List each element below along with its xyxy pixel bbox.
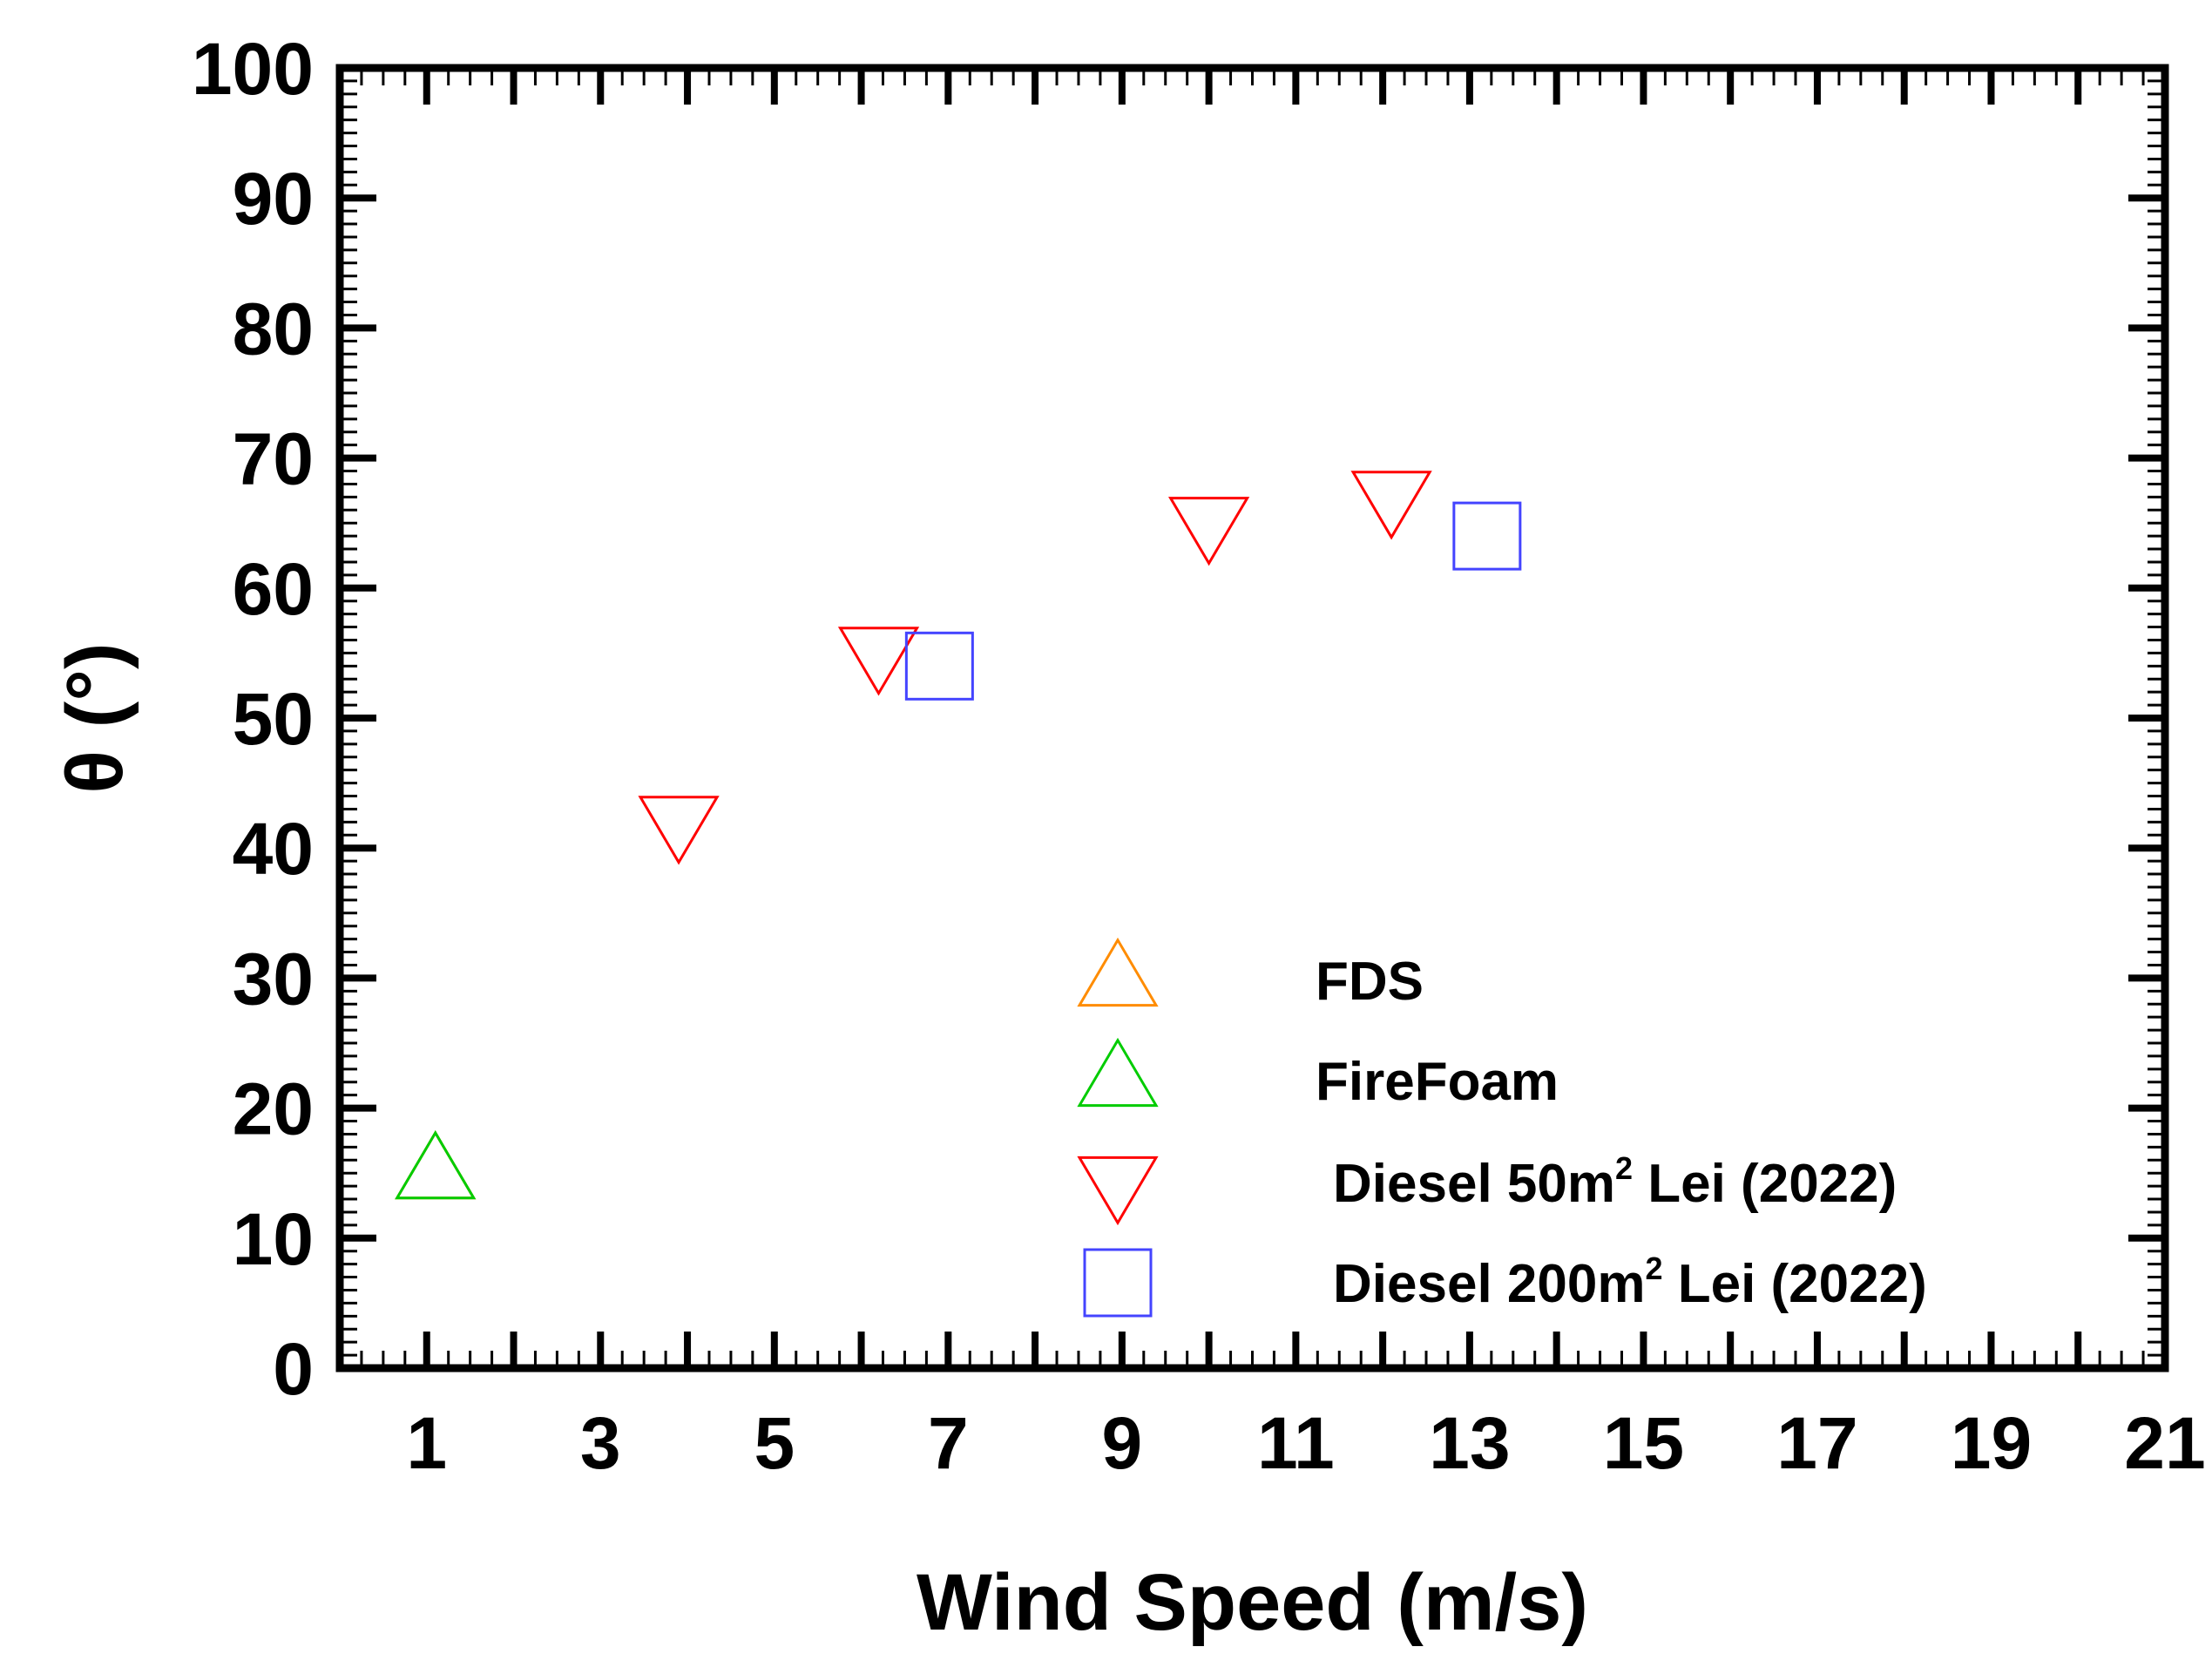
data-point-series-2: [837, 627, 920, 696]
legend-marker-0: [1077, 937, 1159, 1007]
data-point-series-0: [395, 1130, 477, 1200]
legend-label-0: FDS: [1316, 952, 1424, 1012]
x-tick-label: 21: [2124, 1402, 2205, 1484]
data-point-series-2: [638, 796, 720, 865]
legend-label-3: Diesel 200m2 Lei (2022): [1333, 1250, 1927, 1314]
y-tick-label: 10: [233, 1198, 314, 1280]
y-tick-label: 80: [233, 288, 314, 369]
legend-label-1: FireFoam: [1316, 1052, 1559, 1112]
plot-frame: [335, 64, 2169, 1372]
y-tick-label: 0: [273, 1328, 314, 1410]
data-point-series-3: [1452, 501, 1522, 571]
y-tick-label: 30: [233, 938, 314, 1020]
x-tick-label: 9: [1101, 1402, 1142, 1484]
y-tick-label: 20: [233, 1068, 314, 1150]
legend-label-2: Diesel 50m2 Lei (2022): [1333, 1150, 1897, 1214]
x-tick-label: 11: [1257, 1402, 1335, 1484]
data-point-series-3: [904, 631, 974, 701]
x-tick-label: 15: [1603, 1402, 1684, 1484]
y-tick-label: 50: [233, 678, 314, 760]
y-tick-label: 90: [233, 158, 314, 240]
data-markers: [395, 471, 1522, 1200]
x-tick-label: 17: [1776, 1402, 1857, 1484]
data-point-series-2: [1167, 497, 1250, 566]
x-tick-label: 3: [580, 1402, 621, 1484]
legend-marker-2: [1077, 1156, 1159, 1226]
y-tick-label: 70: [233, 418, 314, 500]
x-tick-label: 13: [1429, 1402, 1510, 1484]
x-tick-label: 7: [928, 1402, 969, 1484]
y-tick-label: 40: [233, 808, 314, 890]
x-tick-label: 1: [406, 1402, 447, 1484]
data-point-series-2: [1350, 471, 1432, 540]
x-axis-title: Wind Speed (m/s): [917, 1558, 1588, 1647]
legend: FDS FireFoam Diesel 50m2 Lei (2022) Diesel …: [1077, 937, 1927, 1318]
y-tick-label: 60: [233, 548, 314, 630]
x-tick-label: 5: [754, 1402, 795, 1484]
legend-marker-3: [1083, 1248, 1153, 1318]
x-tick-label: 19: [1951, 1402, 2032, 1484]
y-tick-label: 100: [192, 28, 314, 110]
legend-marker-1: [1077, 1037, 1159, 1108]
y-axis-title: θ (°): [51, 642, 139, 793]
data-point-series-1: [395, 1130, 477, 1200]
